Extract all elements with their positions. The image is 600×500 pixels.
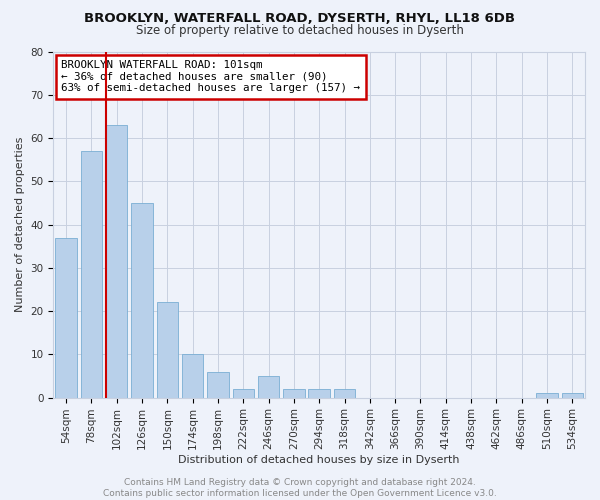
- Bar: [80, 151, 102, 398]
- Bar: [106, 125, 127, 398]
- Bar: [182, 354, 203, 398]
- Bar: [131, 203, 153, 398]
- Bar: [207, 372, 229, 398]
- Text: Size of property relative to detached houses in Dyserth: Size of property relative to detached ho…: [136, 24, 464, 37]
- Text: Contains HM Land Registry data © Crown copyright and database right 2024.
Contai: Contains HM Land Registry data © Crown c…: [103, 478, 497, 498]
- Bar: [157, 302, 178, 398]
- X-axis label: Distribution of detached houses by size in Dyserth: Distribution of detached houses by size …: [178, 455, 460, 465]
- Bar: [334, 389, 355, 398]
- Bar: [55, 238, 77, 398]
- Text: BROOKLYN WATERFALL ROAD: 101sqm
← 36% of detached houses are smaller (90)
63% of: BROOKLYN WATERFALL ROAD: 101sqm ← 36% of…: [61, 60, 361, 94]
- Text: BROOKLYN, WATERFALL ROAD, DYSERTH, RHYL, LL18 6DB: BROOKLYN, WATERFALL ROAD, DYSERTH, RHYL,…: [85, 12, 515, 24]
- Bar: [283, 389, 305, 398]
- Bar: [233, 389, 254, 398]
- Bar: [536, 394, 558, 398]
- Bar: [308, 389, 330, 398]
- Bar: [258, 376, 280, 398]
- Bar: [562, 394, 583, 398]
- Y-axis label: Number of detached properties: Number of detached properties: [15, 137, 25, 312]
